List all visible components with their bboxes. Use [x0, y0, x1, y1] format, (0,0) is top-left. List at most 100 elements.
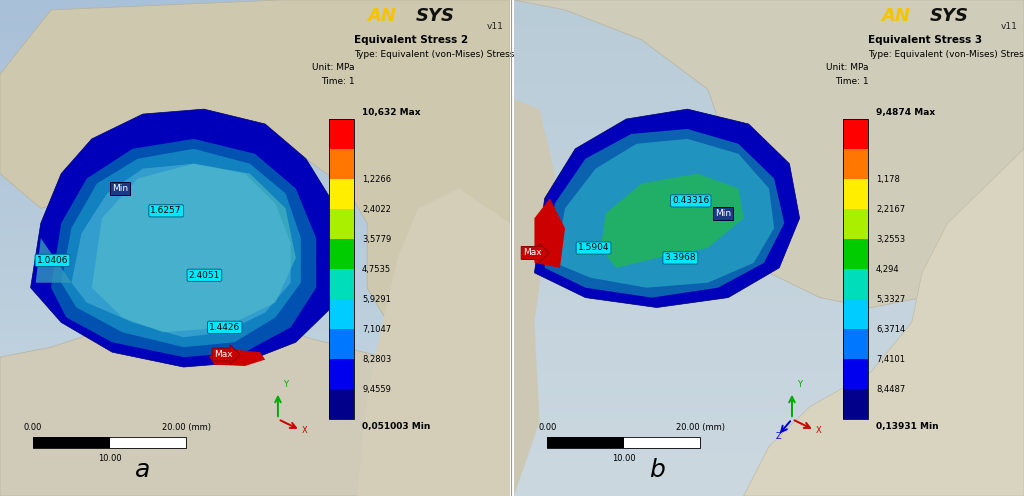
Text: 8,4487: 8,4487	[877, 384, 905, 394]
Text: v11: v11	[487, 22, 504, 31]
Bar	[547, 437, 624, 448]
Polygon shape	[535, 109, 800, 308]
Text: 7,4101: 7,4101	[877, 355, 905, 364]
Bar	[329, 119, 354, 419]
Text: Equivalent Stress 2: Equivalent Stress 2	[354, 35, 469, 45]
Text: SYS: SYS	[930, 7, 969, 25]
Polygon shape	[51, 139, 316, 357]
Text: 1,2266: 1,2266	[362, 175, 391, 184]
Polygon shape	[535, 198, 565, 268]
Text: 5,9291: 5,9291	[362, 295, 391, 304]
Text: 1.4426: 1.4426	[209, 323, 241, 332]
Bar	[843, 179, 868, 209]
Polygon shape	[555, 139, 774, 288]
Text: 8,2803: 8,2803	[362, 355, 391, 364]
Bar	[547, 437, 700, 448]
Text: 0.43316: 0.43316	[672, 196, 710, 205]
Polygon shape	[209, 350, 265, 366]
Polygon shape	[514, 0, 1024, 308]
Text: Type: Equivalent (von-Mises) Stress: Type: Equivalent (von-Mises) Stress	[868, 50, 1024, 59]
Text: Equivalent Stress 3: Equivalent Stress 3	[868, 35, 983, 45]
Bar	[624, 437, 700, 448]
Text: 2,4022: 2,4022	[362, 204, 391, 214]
Text: AN: AN	[368, 7, 396, 25]
Bar	[843, 389, 868, 419]
Text: 3.3968: 3.3968	[665, 253, 696, 262]
Text: 1.0406: 1.0406	[37, 256, 69, 265]
Text: 0.00: 0.00	[538, 423, 556, 432]
Text: Time: 1: Time: 1	[321, 77, 354, 86]
Polygon shape	[36, 238, 72, 283]
Bar	[329, 269, 354, 299]
Text: 0,13931 Min: 0,13931 Min	[877, 422, 939, 431]
Text: 1.6257: 1.6257	[151, 206, 182, 215]
Text: 3,2553: 3,2553	[877, 235, 905, 244]
Bar	[329, 359, 354, 389]
Text: X: X	[816, 426, 821, 435]
Text: 20.00 (mm): 20.00 (mm)	[676, 423, 725, 432]
Bar	[329, 239, 354, 269]
Text: AN: AN	[882, 7, 910, 25]
Text: 1.5904: 1.5904	[578, 244, 609, 252]
Text: Y: Y	[797, 380, 802, 389]
Text: Max: Max	[523, 248, 542, 257]
Text: X: X	[302, 426, 307, 435]
Text: 9,4874 Max: 9,4874 Max	[877, 108, 935, 117]
Text: Unit: MPa: Unit: MPa	[312, 63, 354, 72]
Text: 3,5779: 3,5779	[362, 235, 391, 244]
Bar	[329, 389, 354, 419]
Polygon shape	[357, 188, 510, 496]
Text: Max: Max	[214, 350, 232, 359]
Text: Min: Min	[112, 184, 128, 193]
Text: 10.00: 10.00	[612, 454, 636, 463]
Bar	[329, 119, 354, 149]
Bar	[843, 209, 868, 239]
Text: b: b	[649, 458, 665, 482]
Bar	[843, 239, 868, 269]
Text: 4,294: 4,294	[877, 264, 900, 274]
Text: Z: Z	[775, 432, 781, 441]
Bar	[843, 269, 868, 299]
Text: 2.4051: 2.4051	[188, 271, 220, 280]
Text: SYS: SYS	[416, 7, 455, 25]
Polygon shape	[601, 174, 743, 268]
Bar	[843, 329, 868, 359]
Polygon shape	[92, 164, 296, 332]
Text: 10,632 Max: 10,632 Max	[362, 108, 421, 117]
Text: 0.00: 0.00	[24, 423, 42, 432]
Text: 2,2167: 2,2167	[877, 204, 905, 214]
Text: Unit: MPa: Unit: MPa	[826, 63, 868, 72]
Bar	[329, 179, 354, 209]
Text: 5,3327: 5,3327	[877, 295, 905, 304]
Text: Time: 1: Time: 1	[835, 77, 868, 86]
Text: Min: Min	[715, 209, 731, 218]
Bar	[843, 299, 868, 329]
Bar	[843, 149, 868, 179]
Polygon shape	[72, 164, 291, 337]
Text: v11: v11	[1001, 22, 1018, 31]
Text: 0,051003 Min: 0,051003 Min	[362, 422, 430, 431]
Polygon shape	[514, 99, 555, 496]
Polygon shape	[31, 109, 347, 367]
Bar	[329, 209, 354, 239]
Polygon shape	[0, 0, 510, 357]
Text: a: a	[135, 458, 151, 482]
Text: 9,4559: 9,4559	[362, 384, 391, 394]
Bar	[329, 299, 354, 329]
Bar	[33, 437, 110, 448]
Text: 6,3714: 6,3714	[877, 324, 905, 334]
Text: Type: Equivalent (von-Mises) Stress: Type: Equivalent (von-Mises) Stress	[354, 50, 515, 59]
Bar	[33, 437, 186, 448]
Text: 4,7535: 4,7535	[362, 264, 391, 274]
Polygon shape	[545, 129, 784, 298]
Bar	[843, 119, 868, 149]
Bar	[329, 149, 354, 179]
Bar	[843, 359, 868, 389]
Bar	[329, 329, 354, 359]
Polygon shape	[0, 308, 510, 496]
Text: 1,178: 1,178	[877, 175, 900, 184]
Polygon shape	[61, 149, 301, 347]
Bar	[843, 119, 868, 419]
Polygon shape	[743, 149, 1024, 496]
Text: 20.00 (mm): 20.00 (mm)	[162, 423, 211, 432]
